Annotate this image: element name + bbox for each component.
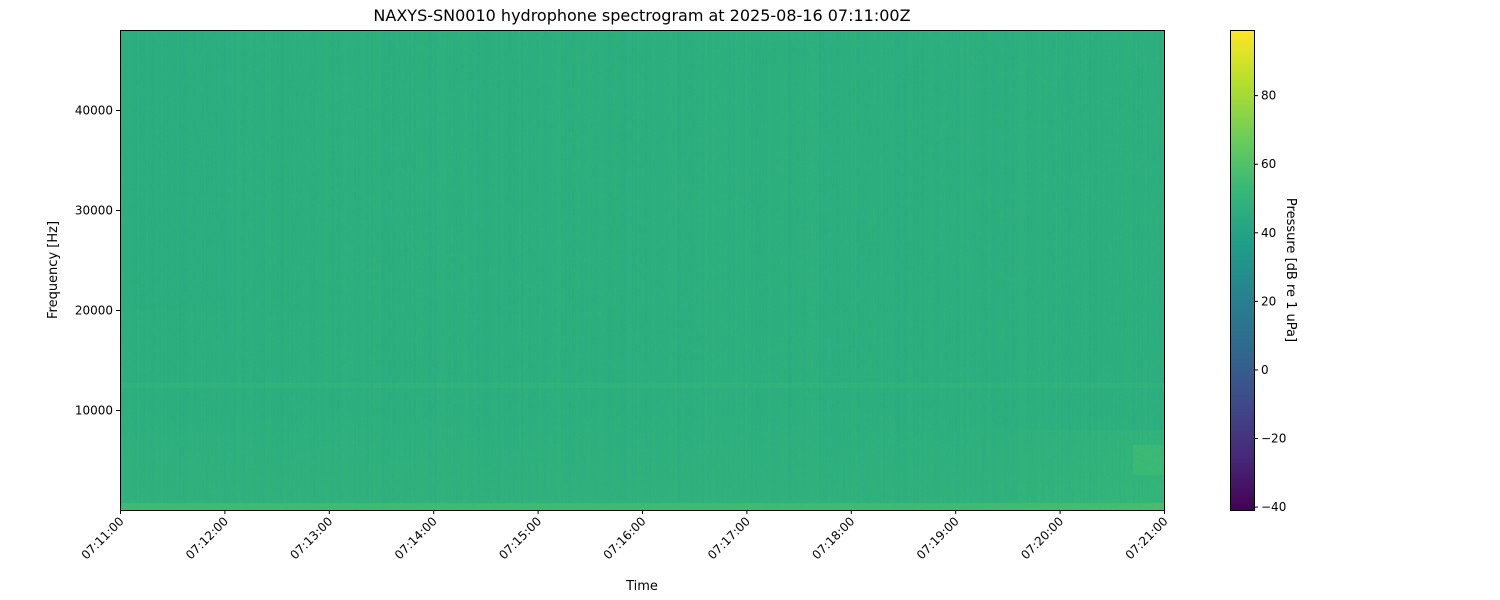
x-tick-label: 07:17:00 [705, 514, 753, 562]
spectrogram-heatmap [120, 30, 1164, 510]
colorbar-tick-label: 0 [1261, 363, 1269, 377]
x-tick-label: 07:19:00 [914, 514, 962, 562]
colorbar-tick-label: −20 [1261, 432, 1286, 446]
y-tick-label: 20000 [75, 304, 113, 318]
colorbar-tick-label: 20 [1261, 294, 1276, 308]
chart-title: NAXYS-SN0010 hydrophone spectrogram at 2… [373, 6, 910, 25]
colorbar-tick-label: −40 [1261, 500, 1286, 514]
x-tick-label: 07:14:00 [392, 514, 440, 562]
x-tick-label: 07:11:00 [79, 514, 127, 562]
x-axis: 07:11:00 07:12:00 07:13:00 07:14:00 07:15:00… [79, 510, 1171, 562]
x-tick-label: 07:13:00 [287, 514, 335, 562]
y-axis-label: Frequency [Hz] [46, 221, 61, 319]
colorbar [1230, 30, 1255, 511]
y-tick-label: 30000 [75, 204, 113, 218]
colorbar-label: Pressure [dB re 1 uPa] [1283, 198, 1298, 342]
y-tick-label: 10000 [75, 404, 113, 418]
heatmap-area [120, 30, 1164, 510]
x-axis-label: Time [625, 579, 658, 594]
x-tick-label: 07:18:00 [809, 514, 857, 562]
x-tick-label: 07:16:00 [601, 514, 649, 562]
colorbar-tick-label: 60 [1261, 157, 1276, 171]
colorbar-axis: −40 −20 0 20 40 60 80 [1254, 89, 1286, 514]
y-axis: 10000 20000 30000 40000 [75, 104, 120, 418]
x-tick-label: 07:12:00 [183, 514, 231, 562]
x-tick-label: 07:15:00 [496, 514, 544, 562]
x-tick-label: 07:21:00 [1123, 514, 1171, 562]
colorbar-tick-label: 80 [1261, 89, 1276, 103]
x-tick-label: 07:20:00 [1018, 514, 1066, 562]
y-tick-label: 40000 [75, 104, 113, 118]
colorbar-tick-label: 40 [1261, 226, 1276, 240]
